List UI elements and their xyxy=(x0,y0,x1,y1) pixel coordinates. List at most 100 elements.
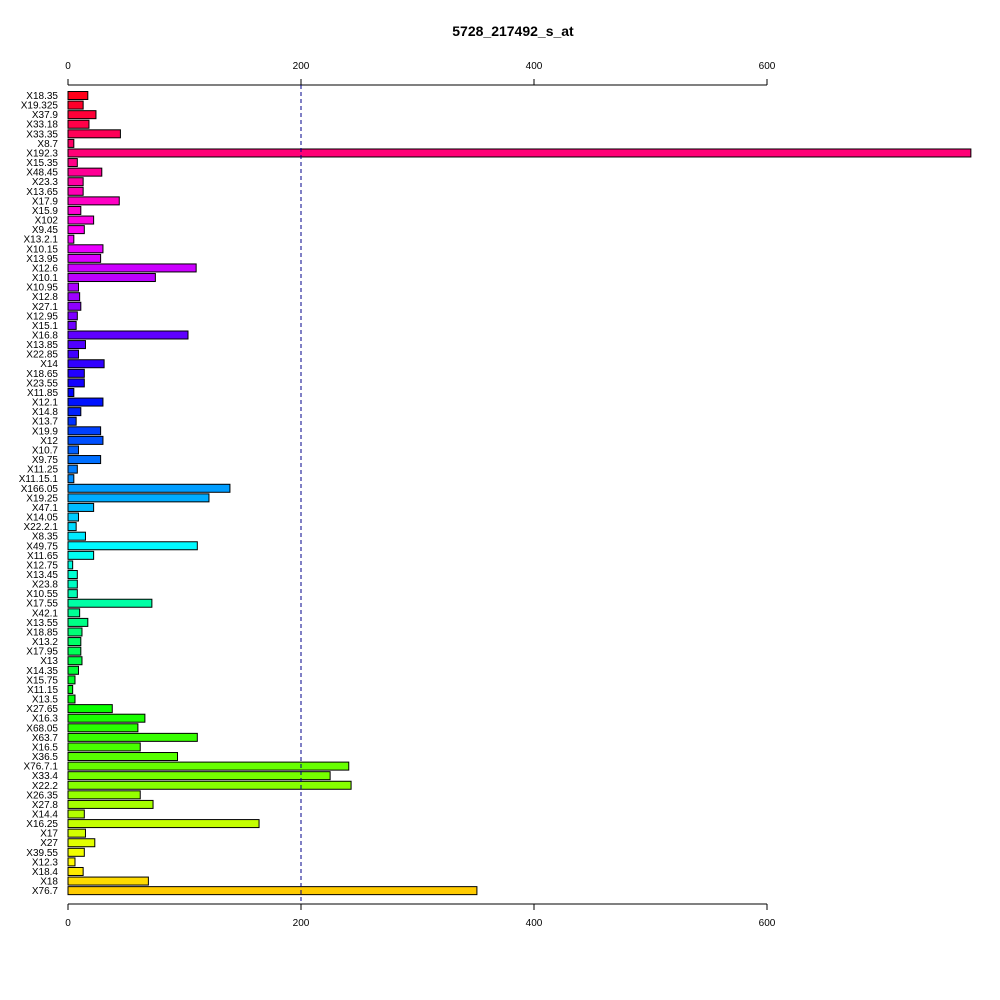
bar xyxy=(67,627,83,637)
bar xyxy=(67,244,104,254)
bar xyxy=(67,320,77,330)
bar xyxy=(67,205,82,215)
category-label: X14.4 xyxy=(32,810,59,821)
category-label: X16.25 xyxy=(26,819,58,830)
category-label: X17 xyxy=(40,829,58,840)
category-label: X17.9 xyxy=(32,196,59,207)
bar xyxy=(67,349,79,359)
bar xyxy=(67,416,77,426)
bottom-x-axis: 0 200 400 600 xyxy=(65,903,776,929)
category-label: X13.7 xyxy=(32,417,59,428)
category-label: X17.55 xyxy=(26,599,58,610)
category-label: X8.35 xyxy=(32,532,59,543)
category-label: X12.6 xyxy=(32,263,59,274)
bar xyxy=(67,474,75,484)
category-label: X16.3 xyxy=(32,714,59,725)
bar xyxy=(67,263,197,273)
bar xyxy=(67,215,95,225)
category-label: X14.35 xyxy=(26,666,58,677)
category-label: X16.5 xyxy=(32,742,59,753)
bar xyxy=(67,340,86,350)
category-label: X37.9 xyxy=(32,110,59,121)
bar xyxy=(67,819,260,829)
category-label: X22.2 xyxy=(32,781,59,792)
category-label: X27.8 xyxy=(32,800,59,811)
bar xyxy=(67,167,103,177)
bar xyxy=(67,531,86,541)
bar xyxy=(67,675,76,685)
bar xyxy=(67,684,74,694)
category-label: X33.4 xyxy=(32,771,59,782)
category-label: X13.95 xyxy=(26,254,58,265)
bar xyxy=(67,138,75,148)
category-label: X13.2.1 xyxy=(24,235,59,246)
category-label: X10.1 xyxy=(32,273,59,284)
category-label: X33.18 xyxy=(26,120,58,131)
bar xyxy=(67,177,84,187)
category-label: X11.25 xyxy=(27,465,58,476)
bar xyxy=(67,550,95,560)
category-label: X49.75 xyxy=(26,541,58,552)
category-label: X19.325 xyxy=(21,101,59,112)
tick-label: 200 xyxy=(293,61,310,72)
category-label: X10.95 xyxy=(26,283,58,294)
tick-label: 0 xyxy=(65,61,71,72)
bar xyxy=(67,426,102,436)
category-label: X42.1 xyxy=(32,608,59,619)
category-label: X18 xyxy=(40,877,58,888)
bar xyxy=(67,464,78,474)
category-label: X19.25 xyxy=(26,493,58,504)
category-label: X23.3 xyxy=(32,177,59,188)
category-labels-group: X18.35X19.325X37.9X33.18X33.35X8.7X192.3… xyxy=(19,91,59,897)
bar xyxy=(67,110,97,120)
category-label: X23.55 xyxy=(26,378,58,389)
bar xyxy=(67,579,78,589)
bar xyxy=(67,512,79,522)
category-label: X11.65 xyxy=(27,551,58,562)
bar xyxy=(67,129,121,139)
category-label: X13.55 xyxy=(26,618,58,629)
category-label: X26.35 xyxy=(26,790,58,801)
category-label: X13.45 xyxy=(26,570,58,581)
category-label: X18.65 xyxy=(26,369,58,380)
category-label: X192.3 xyxy=(26,148,58,159)
bar xyxy=(67,100,84,110)
top-x-axis: 0 200 400 600 xyxy=(65,61,776,86)
bar xyxy=(67,608,81,618)
tick-label: 200 xyxy=(293,918,310,929)
bar xyxy=(67,368,85,378)
category-label: X12.3 xyxy=(32,857,59,868)
category-label: X14 xyxy=(40,359,58,370)
bar xyxy=(67,253,102,263)
bar xyxy=(67,790,141,800)
bar xyxy=(67,771,331,781)
category-label: X12.1 xyxy=(32,398,59,409)
category-label: X22.2.1 xyxy=(24,522,59,533)
bar xyxy=(67,866,84,876)
bar xyxy=(67,780,352,790)
bar xyxy=(67,828,86,838)
category-label: X22.85 xyxy=(26,350,58,361)
bar xyxy=(67,301,82,311)
category-label: X16.8 xyxy=(32,331,59,342)
bar xyxy=(67,273,156,283)
chart-title: 5728_217492_s_at xyxy=(452,23,574,39)
category-label: X76.7 xyxy=(32,886,59,897)
bar xyxy=(67,234,75,244)
category-label: X27.1 xyxy=(32,302,59,313)
category-label: X48.45 xyxy=(26,168,58,179)
bar xyxy=(67,665,79,675)
category-label: X9.45 xyxy=(32,225,59,236)
category-label: X13.5 xyxy=(32,695,59,706)
category-label: X36.5 xyxy=(32,752,59,763)
bar xyxy=(67,225,85,235)
bar xyxy=(67,435,104,445)
category-label: X12.75 xyxy=(26,560,58,571)
category-label: X8.7 xyxy=(37,139,58,150)
bar xyxy=(67,838,96,848)
bar xyxy=(67,378,85,388)
bar xyxy=(67,704,113,714)
category-label: X166.05 xyxy=(21,484,59,495)
category-label: X14.8 xyxy=(32,407,59,418)
category-label: X27 xyxy=(40,838,58,849)
